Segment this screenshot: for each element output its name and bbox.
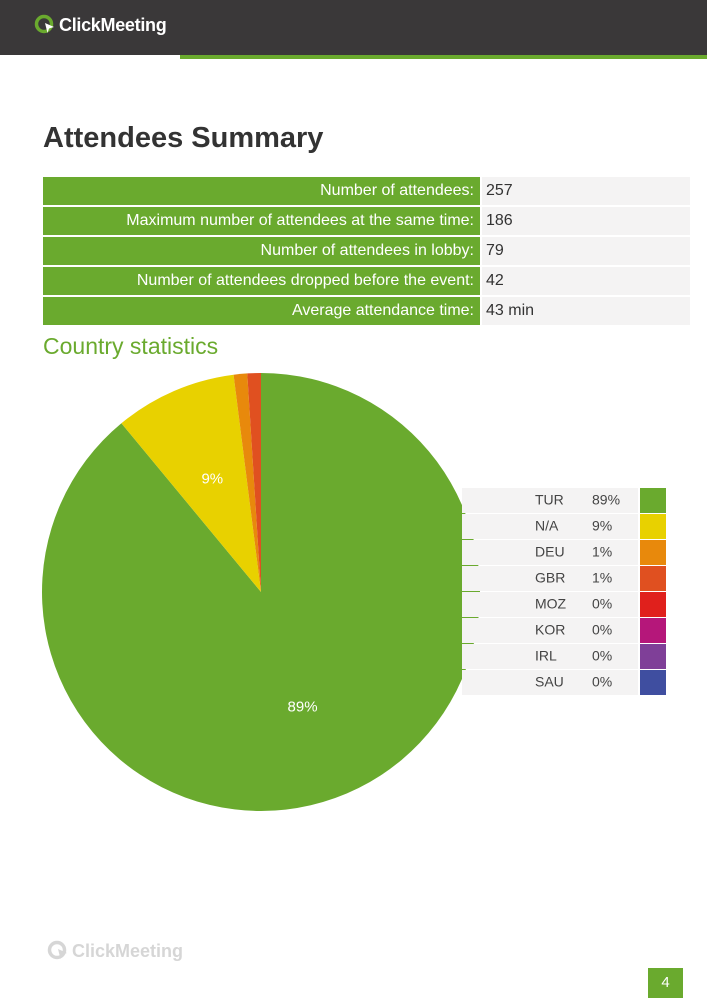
row-value: 186 bbox=[482, 207, 690, 235]
chart: 89% 9% TUR 89% N/A 9% DEU 1% GBR 1% MOZ 0% KOR 0% IRL 0… bbox=[41, 373, 666, 811]
legend-value: 0% bbox=[592, 596, 612, 612]
logo-icon bbox=[34, 14, 54, 34]
legend-label: GBR bbox=[535, 570, 565, 586]
legend-row bbox=[462, 514, 638, 539]
header-accent bbox=[180, 55, 707, 59]
row-value: 42 bbox=[482, 267, 690, 295]
legend-label: KOR bbox=[535, 622, 565, 638]
legend-row bbox=[462, 592, 638, 617]
chart-title: Country statistics bbox=[43, 333, 219, 359]
legend-row bbox=[462, 488, 638, 513]
legend-swatch bbox=[640, 488, 666, 513]
legend-value: 0% bbox=[592, 674, 612, 690]
table-row: Number of attendees dropped before the e… bbox=[43, 267, 690, 295]
header-bar: ClickMeeting bbox=[0, 0, 707, 55]
legend-row bbox=[462, 566, 638, 591]
pie-slice bbox=[247, 373, 261, 592]
legend-value: 1% bbox=[592, 544, 612, 560]
logo-text: ClickMeeting bbox=[59, 14, 167, 35]
page-title: Attendees Summary bbox=[43, 122, 324, 154]
pie-slice bbox=[121, 374, 261, 592]
legend-row bbox=[462, 644, 638, 669]
logo-text: ClickMeeting bbox=[72, 940, 184, 961]
logo: ClickMeeting bbox=[34, 14, 167, 36]
legend-label: SAU bbox=[535, 674, 564, 690]
legend-label: DEU bbox=[535, 544, 565, 560]
row-value: 43 min bbox=[482, 297, 690, 325]
pie-slice bbox=[41, 373, 480, 811]
legend-value: 0% bbox=[592, 622, 612, 638]
legend-label: IRL bbox=[535, 648, 557, 664]
row-label: Number of attendees in lobby: bbox=[43, 237, 480, 265]
row-label: Number of attendees dropped before the e… bbox=[43, 267, 480, 295]
row-label: Maximum number of attendees at the same … bbox=[43, 207, 480, 235]
legend-swatch bbox=[640, 592, 666, 617]
footer-logo: ClickMeeting bbox=[47, 940, 183, 962]
legend-row bbox=[462, 540, 638, 565]
table-row: Average attendance time: 43 min bbox=[43, 297, 690, 325]
row-label: Average attendance time: bbox=[43, 297, 480, 325]
row-value: 79 bbox=[482, 237, 690, 265]
legend-value: 1% bbox=[592, 570, 612, 586]
legend-value: 9% bbox=[592, 518, 612, 534]
legend-value: 89% bbox=[592, 492, 620, 508]
table-row: Number of attendees: 257 bbox=[43, 177, 690, 205]
legend-label: MOZ bbox=[535, 596, 567, 612]
legend-row bbox=[462, 670, 638, 695]
table-row: Number of attendees in lobby: 79 bbox=[43, 237, 690, 265]
legend-swatch bbox=[640, 540, 666, 565]
pie-slice bbox=[233, 373, 261, 592]
slice-label: 89% bbox=[288, 698, 318, 715]
legend-row bbox=[462, 618, 638, 643]
legend-label: TUR bbox=[535, 492, 564, 508]
legend-swatch bbox=[640, 566, 666, 591]
row-value: 257 bbox=[482, 177, 690, 205]
table-row: Maximum number of attendees at the same … bbox=[43, 207, 690, 235]
row-label: Number of attendees: bbox=[43, 177, 480, 205]
legend-swatch bbox=[640, 514, 666, 539]
summary-table: Number of attendees: 257 Maximum number of… bbox=[43, 177, 690, 327]
slice-label: 9% bbox=[201, 470, 223, 487]
legend-swatch bbox=[640, 670, 666, 695]
legend-swatch bbox=[640, 644, 666, 669]
legend-value: 0% bbox=[592, 648, 612, 664]
logo-icon bbox=[47, 940, 67, 960]
legend-label: N/A bbox=[535, 518, 559, 534]
legend-swatch bbox=[640, 618, 666, 643]
page-number: 4 bbox=[648, 968, 683, 998]
